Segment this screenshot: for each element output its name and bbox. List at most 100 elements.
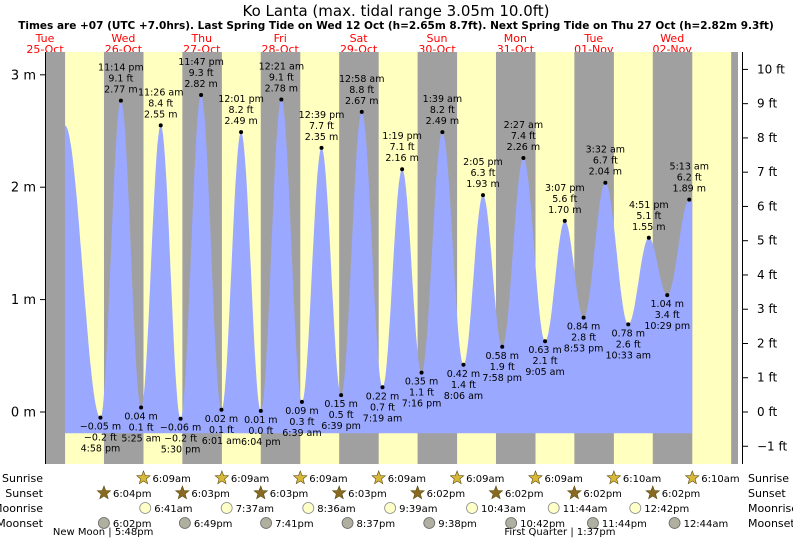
moonset-icon	[587, 517, 599, 529]
tide-label: 0.42 m	[447, 369, 480, 380]
low-tide-dot	[500, 344, 505, 349]
tide-label: 6:39 am	[282, 428, 321, 439]
sunrise-icon	[684, 470, 700, 485]
low-tide-dot	[98, 415, 103, 420]
tide-label: −0.05 m	[80, 422, 121, 433]
row-label-moonrise-right: Moonrise	[748, 502, 793, 515]
tide-label: 1.4 ft	[451, 380, 476, 391]
tide-label: 5:30 pm	[161, 445, 201, 456]
y-tick-label-ft: 2 ft	[757, 336, 777, 350]
moonset-icon	[97, 517, 110, 529]
tide-label: 0.7 ft	[370, 402, 395, 413]
high-tide-dot	[687, 197, 692, 202]
axes: 0 m 1 m 2 m 3 m −1 ft 0 ft 1 ft 2 ft 3 ft 4 ft 5 f…	[11, 52, 788, 464]
tide-label: 5:13 am	[670, 162, 709, 173]
tide-label: 9.1 ft	[108, 74, 133, 85]
tide-label: 0.3 ft	[289, 417, 314, 428]
y-tick-label-ft: 5 ft	[757, 234, 777, 248]
tide-label: 5.6 ft	[552, 194, 577, 205]
low-tide-dot	[626, 322, 631, 327]
tide-label: 8.4 ft	[148, 98, 173, 109]
tide-label: 1.93 m	[466, 179, 499, 190]
low-tide-dot	[665, 293, 670, 298]
sunrise-time: 6:09am	[231, 474, 269, 485]
low-tide-dot	[419, 370, 424, 375]
high-tide-dot	[359, 109, 364, 114]
sunset-time: 6:02pm	[505, 489, 544, 500]
tide-label: 0.35 m	[405, 377, 438, 388]
sunset-icon	[488, 485, 504, 500]
sunrise-time: 6:10am	[701, 474, 739, 485]
sunrise-icon	[214, 470, 230, 485]
moonset-time: 10:42pm	[520, 519, 565, 530]
tide-label: 1.55 m	[632, 222, 665, 233]
low-tide-dot	[581, 315, 586, 320]
sunset-time: 6:04pm	[113, 489, 152, 500]
tide-label: 0.09 m	[285, 406, 318, 417]
row-label-sunrise-left: Sunrise	[2, 472, 43, 485]
high-tide-dot	[603, 180, 608, 185]
day-name: Wed	[660, 32, 684, 45]
tide-label: 1.04 m	[651, 299, 684, 310]
tide-label: 0.01 m	[244, 415, 277, 426]
moonrise-time: 11:44am	[563, 504, 608, 515]
tide-label: 0.5 ft	[329, 410, 354, 421]
sunrise-icon	[135, 470, 151, 485]
tide-label: 2.1 ft	[533, 356, 558, 367]
tide-label: 7:19 am	[363, 413, 402, 424]
tide-label: 8:06 am	[444, 391, 483, 402]
moonset-icon	[178, 517, 191, 529]
sunset-icon	[174, 485, 190, 500]
high-tide-dot	[118, 98, 123, 103]
tide-label: 1.9 ft	[490, 362, 515, 373]
y-tick-label-ft: 1 ft	[757, 371, 777, 385]
moonset-time: 6:49pm	[194, 519, 233, 530]
tide-label: 9:05 am	[525, 367, 564, 378]
tide-label: 7.4 ft	[511, 131, 536, 142]
tide-label: 0.04 m	[124, 412, 157, 423]
tide-label: 3:07 pm	[545, 183, 585, 194]
moonrise-time: 8:36am	[317, 504, 355, 515]
high-tide-dot	[199, 93, 204, 98]
tide-label: 0.63 m	[528, 345, 561, 356]
tide-label: 12:39 pm	[299, 110, 345, 121]
tide-label: 2.55 m	[144, 109, 177, 120]
moonset-time: 8:37pm	[357, 519, 396, 530]
moonset-icon	[668, 517, 681, 529]
sunset-time: 6:03pm	[191, 489, 230, 500]
tide-label: 2.26 m	[507, 142, 540, 153]
tide-label: 0.0 ft	[248, 426, 273, 437]
day-name: Sun	[427, 32, 448, 45]
tide-label: 0.58 m	[486, 351, 519, 362]
moonset-time: 7:41pm	[275, 519, 314, 530]
sunset-icon	[645, 485, 661, 500]
tide-label: 6:39 pm	[321, 421, 361, 432]
sunset-time: 6:03pm	[270, 489, 309, 500]
tide-label: 5:25 am	[121, 434, 160, 445]
sunrise-time: 6:09am	[388, 474, 426, 485]
day-name: Wed	[111, 32, 135, 45]
tide-label: 6.2 ft	[677, 173, 702, 184]
high-tide-dot	[239, 130, 244, 135]
sunrise-time: 6:09am	[309, 474, 347, 485]
tide-area	[64, 95, 693, 434]
sunset-icon	[96, 485, 112, 500]
moonrise-time: 10:43am	[481, 504, 526, 515]
y-tick-label-m: 2 m	[11, 181, 36, 196]
day-name: Tue	[35, 32, 55, 45]
tide-label: 12:58 am	[339, 74, 384, 85]
tide-label: −0.2 ft	[164, 434, 197, 445]
tide-label: 12:01 pm	[218, 94, 264, 105]
high-tide-dot	[279, 97, 284, 102]
tide-label: 2:05 pm	[463, 157, 503, 168]
moonrise-icon	[629, 502, 642, 514]
tide-label: 1.1 ft	[409, 388, 434, 399]
moonrise-time: 6:41am	[154, 504, 192, 515]
moonset-icon	[341, 517, 354, 529]
tide-label: −0.06 m	[160, 423, 201, 434]
tide-label: 4:58 pm	[81, 444, 121, 455]
tide-label: 11:14 pm	[98, 63, 144, 74]
y-tick-label-ft: 9 ft	[757, 97, 777, 111]
sunset-time: 6:03pm	[348, 489, 387, 500]
sunrise-icon	[292, 470, 308, 485]
